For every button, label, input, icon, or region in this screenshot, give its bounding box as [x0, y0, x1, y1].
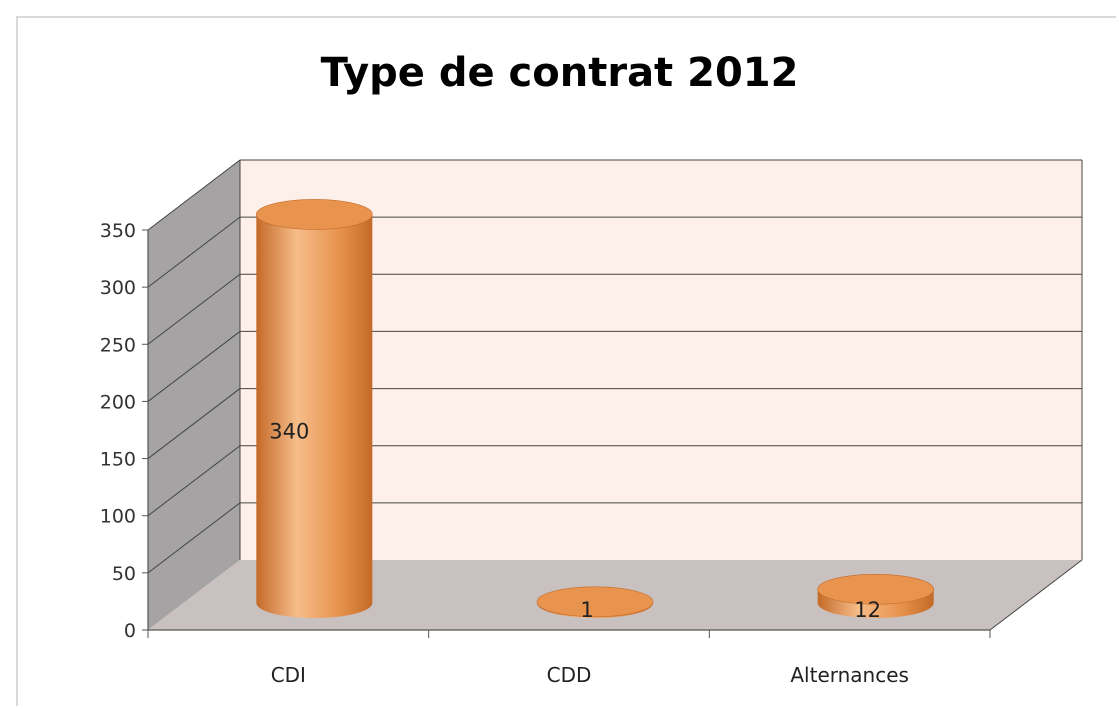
gridline-side	[147, 273, 241, 345]
gridline-side	[147, 502, 241, 574]
y-tick-label: 350	[100, 220, 136, 242]
chart-gridlines	[147, 159, 1083, 631]
gridline-side	[147, 331, 241, 402]
y-tick-label: 250	[100, 334, 136, 356]
y-tick-label: 200	[100, 391, 136, 413]
bar-top-cdi	[256, 199, 373, 230]
data-label: 340	[269, 420, 309, 444]
y-tick-label: 100	[100, 506, 136, 528]
floor-right-edge	[989, 559, 1083, 631]
y-tick-label: 0	[124, 620, 136, 642]
y-tick-label: 300	[100, 277, 136, 299]
x-category-label: CDI	[271, 663, 306, 687]
gridline-side	[147, 159, 241, 231]
x-category-label: CDD	[547, 663, 592, 687]
gridline-side	[147, 216, 241, 288]
back-wall	[240, 160, 1082, 560]
chart-title: Type de contrat 2012	[320, 50, 799, 96]
bar-top-cdd	[536, 586, 654, 618]
side-wall	[148, 160, 240, 630]
y-tick-label: 150	[100, 449, 136, 471]
x-category-label: Alternances	[790, 663, 909, 687]
chart-bars	[256, 199, 934, 618]
gridline-side	[147, 445, 241, 517]
chart-labels: 0 50 100 150 200 250 300 350 CDI 340 CDD 1 Alternanc…	[100, 220, 909, 687]
data-label: 1	[580, 598, 593, 622]
chart-axes	[142, 229, 991, 638]
bar-top-alternances	[817, 573, 934, 605]
y-tick-label: 50	[112, 563, 136, 585]
chart-frame	[16, 16, 1116, 706]
gridline-side	[147, 388, 241, 459]
data-label: 12	[854, 598, 881, 622]
bar-cdi	[256, 214, 373, 618]
